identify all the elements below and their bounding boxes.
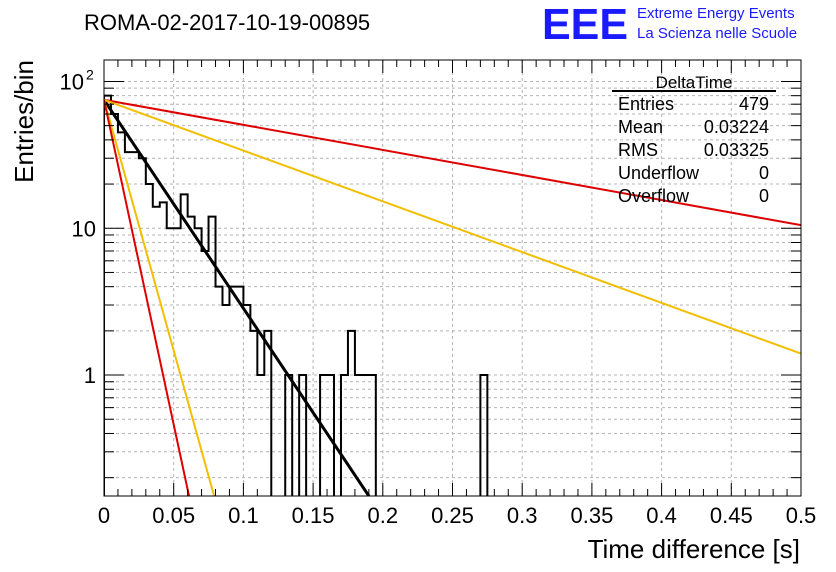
stats-label: Entries: [618, 94, 674, 114]
fit-line-5: [104, 99, 191, 496]
org-subtitle: La Scienza nelle Scuole: [637, 25, 797, 42]
x-tick-label: 0.35: [570, 503, 613, 528]
x-tick-label: 0.05: [152, 503, 195, 528]
fit-line-2: [104, 98, 801, 227]
histogram: [104, 94, 489, 496]
stats-box: DeltaTime Entries 479 Mean 0.03224 RMS 0.0332…: [612, 73, 776, 206]
org-name: Extreme Energy Events: [637, 5, 795, 22]
y-tick-label: 10: [60, 69, 84, 94]
x-tick-label: 0.15: [292, 503, 335, 528]
fit-lines: [104, 98, 801, 496]
x-tick-label: 0.45: [710, 503, 753, 528]
stats-rows: Entries 479 Mean 0.03224 RMS 0.03325Underflow…: [618, 94, 769, 206]
x-tick-label: 0.3: [507, 503, 538, 528]
x-tick-label: 0: [98, 503, 110, 528]
stats-value: 0.03224: [704, 117, 769, 137]
x-tick-label: 0.5: [786, 503, 817, 528]
stats-value: 479: [739, 94, 769, 114]
fit-line-4: [104, 99, 216, 496]
x-tick-label: 0.4: [646, 503, 677, 528]
eee-logo: EEE: [542, 0, 628, 49]
run-title: ROMA-02-2017-10-19-00895: [84, 10, 370, 35]
stats-value: 0: [759, 163, 769, 183]
stats-name: DeltaTime: [656, 73, 733, 92]
histogram-outline: [104, 94, 489, 496]
grid-lines: [104, 60, 801, 496]
stats-label: Underflow: [618, 163, 700, 183]
stats-value: 0: [759, 186, 769, 206]
y-tick-label-exponent: 2: [86, 66, 94, 82]
x-tick-label: 0.2: [368, 503, 399, 528]
fit-line-3: [104, 98, 801, 355]
stats-label: Mean: [618, 117, 663, 137]
stats-value: 0.03325: [704, 140, 769, 160]
stats-label: Overflow: [618, 186, 690, 206]
x-tick-label: 0.1: [228, 503, 259, 528]
stats-label: RMS: [618, 140, 658, 160]
x-axis-label: Time difference [s]: [588, 534, 800, 564]
axis-ticks: [103, 60, 802, 496]
y-tick-label: 1: [84, 363, 96, 388]
x-tick-labels: 0 0.05 0.1 0.15 0.2 0.25 0.3 0.35 0.4 0.45 0.5: [98, 503, 816, 528]
fit-line-1: [104, 98, 371, 496]
y-axis-label: Entries/bin: [9, 60, 39, 183]
x-tick-label: 0.25: [431, 503, 474, 528]
y-tick-label: 10: [72, 216, 96, 241]
